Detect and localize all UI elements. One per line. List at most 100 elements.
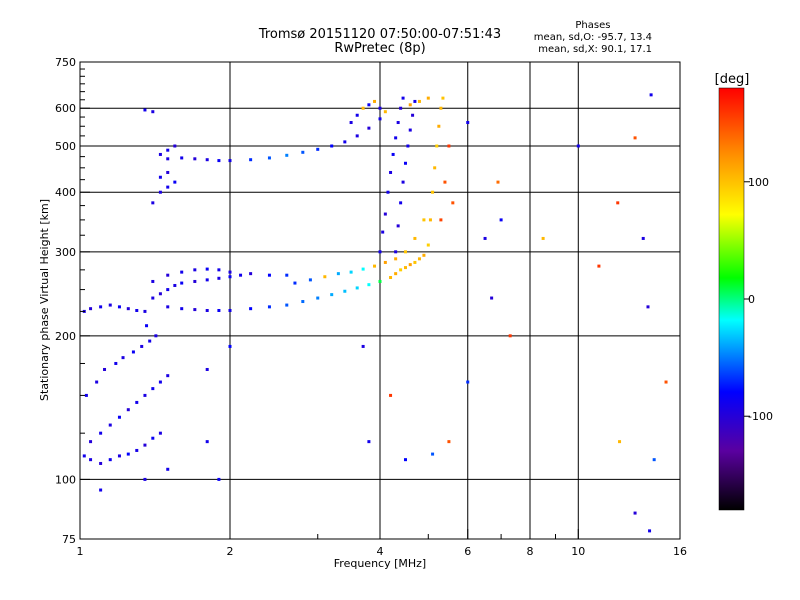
- data-point: [228, 270, 232, 274]
- data-point: [394, 272, 398, 276]
- data-point: [193, 157, 197, 161]
- data-point: [411, 113, 415, 117]
- data-point: [413, 99, 417, 103]
- data-point: [205, 367, 209, 371]
- x-tick-label: 1: [77, 545, 84, 558]
- data-point: [121, 356, 125, 360]
- data-point: [249, 158, 253, 162]
- data-point: [158, 292, 162, 296]
- data-point: [205, 158, 209, 162]
- y-tick-label: 400: [55, 186, 76, 199]
- data-point: [205, 308, 209, 312]
- data-point: [151, 296, 155, 300]
- data-point: [349, 121, 353, 125]
- data-point: [396, 224, 400, 228]
- data-point: [633, 511, 637, 515]
- data-point: [499, 218, 503, 222]
- data-point: [408, 128, 412, 132]
- data-point: [447, 440, 451, 444]
- data-point: [173, 283, 177, 287]
- data-point: [193, 268, 197, 272]
- grid-lines: [80, 62, 680, 539]
- data-point: [166, 305, 170, 309]
- data-point: [126, 307, 130, 311]
- data-point: [249, 272, 253, 276]
- data-point: [633, 136, 637, 140]
- data-point: [267, 305, 271, 309]
- data-point: [367, 283, 371, 287]
- data-point: [166, 374, 170, 378]
- data-point: [143, 309, 147, 313]
- data-point: [143, 443, 147, 447]
- data-point: [267, 273, 271, 277]
- data-point: [285, 153, 289, 157]
- data-point: [239, 273, 243, 277]
- y-tick-label: 75: [62, 533, 76, 546]
- x-tick-label: 8: [527, 545, 534, 558]
- data-point: [131, 350, 135, 354]
- data-point: [316, 296, 320, 300]
- data-point: [383, 260, 387, 264]
- data-point: [367, 103, 371, 107]
- data-point: [439, 106, 443, 110]
- data-point: [193, 279, 197, 283]
- data-point: [597, 264, 601, 268]
- data-point: [117, 454, 121, 458]
- data-point: [217, 308, 221, 312]
- data-point: [95, 380, 99, 384]
- chart-subtitle: RwPretec (8p): [334, 41, 426, 56]
- data-point: [646, 305, 650, 309]
- data-point: [249, 307, 253, 311]
- y-ticks: 75 100 200 300 400 500 600 750: [55, 56, 90, 546]
- data-point: [367, 440, 371, 444]
- data-point: [466, 121, 470, 125]
- data-point: [143, 108, 147, 112]
- data-point: [413, 260, 417, 264]
- data-point: [381, 230, 385, 234]
- data-point: [422, 218, 426, 222]
- data-point: [180, 307, 184, 311]
- data-point: [89, 458, 93, 462]
- x-tick-label: 10: [571, 545, 585, 558]
- data-point: [408, 103, 412, 107]
- data-point: [466, 380, 470, 384]
- data-point: [228, 275, 232, 279]
- data-point: [158, 152, 162, 156]
- data-point: [166, 170, 170, 174]
- data-point: [205, 440, 209, 444]
- data-point: [117, 305, 121, 309]
- data-point: [394, 136, 398, 140]
- data-point: [349, 270, 353, 274]
- data-point: [426, 96, 430, 100]
- data-point: [401, 96, 405, 100]
- x-tick-label: 6: [464, 545, 471, 558]
- data-point: [435, 144, 439, 148]
- data-point: [396, 121, 400, 125]
- data-point: [496, 180, 500, 184]
- data-point: [217, 477, 221, 481]
- data-point: [158, 380, 162, 384]
- data-point: [154, 334, 158, 338]
- data-point: [285, 273, 289, 277]
- data-point: [367, 126, 371, 130]
- data-point: [616, 201, 620, 205]
- data-point: [228, 344, 232, 348]
- data-point: [361, 106, 365, 110]
- data-point: [401, 180, 405, 184]
- data-point: [145, 324, 149, 328]
- colorbar-label: [deg]: [715, 72, 750, 87]
- data-point: [391, 152, 395, 156]
- data-point: [166, 273, 170, 277]
- data-point: [180, 156, 184, 160]
- data-point: [301, 150, 305, 154]
- data-point: [399, 268, 403, 272]
- data-point: [383, 110, 387, 114]
- data-point: [117, 415, 121, 419]
- data-point: [135, 448, 139, 452]
- colorbar: [718, 87, 745, 511]
- data-point: [394, 250, 398, 254]
- data-point: [135, 308, 139, 312]
- data-point: [389, 393, 393, 397]
- y-tick-label: 750: [55, 56, 76, 69]
- colorbar-tick-label: 0: [748, 293, 755, 306]
